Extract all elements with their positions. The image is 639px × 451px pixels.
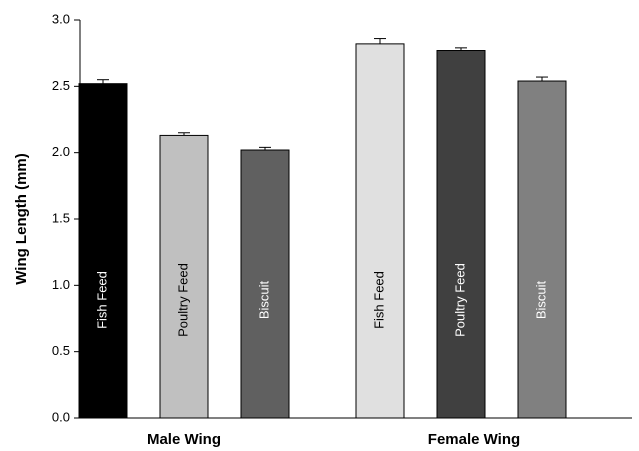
bar bbox=[240, 149, 290, 419]
x-tick-label: Male Wing bbox=[147, 431, 221, 448]
bar-label: Poultry Feed bbox=[175, 263, 190, 337]
bar-label: Fish Feed bbox=[371, 271, 386, 329]
bar-label: Biscuit bbox=[533, 280, 548, 319]
y-tick-label: 0.0 bbox=[52, 409, 70, 424]
bar bbox=[355, 43, 405, 419]
y-tick-label: 2.5 bbox=[52, 78, 70, 93]
bar-label: Biscuit bbox=[256, 280, 271, 319]
y-tick-label: 1.0 bbox=[52, 277, 70, 292]
bar bbox=[78, 83, 128, 419]
bar bbox=[159, 134, 209, 419]
bar-label: Poultry Feed bbox=[452, 263, 467, 337]
bar bbox=[436, 50, 486, 419]
y-tick-label: 3.0 bbox=[52, 11, 70, 26]
bar bbox=[517, 80, 567, 419]
y-tick-label: 0.5 bbox=[52, 343, 70, 358]
x-tick-label: Female Wing bbox=[428, 431, 520, 448]
y-axis-label: Wing Length (mm) bbox=[13, 153, 30, 285]
y-tick-label: 2.0 bbox=[52, 144, 70, 159]
bar-label: Fish Feed bbox=[94, 271, 109, 329]
y-tick-label: 1.5 bbox=[52, 210, 70, 225]
